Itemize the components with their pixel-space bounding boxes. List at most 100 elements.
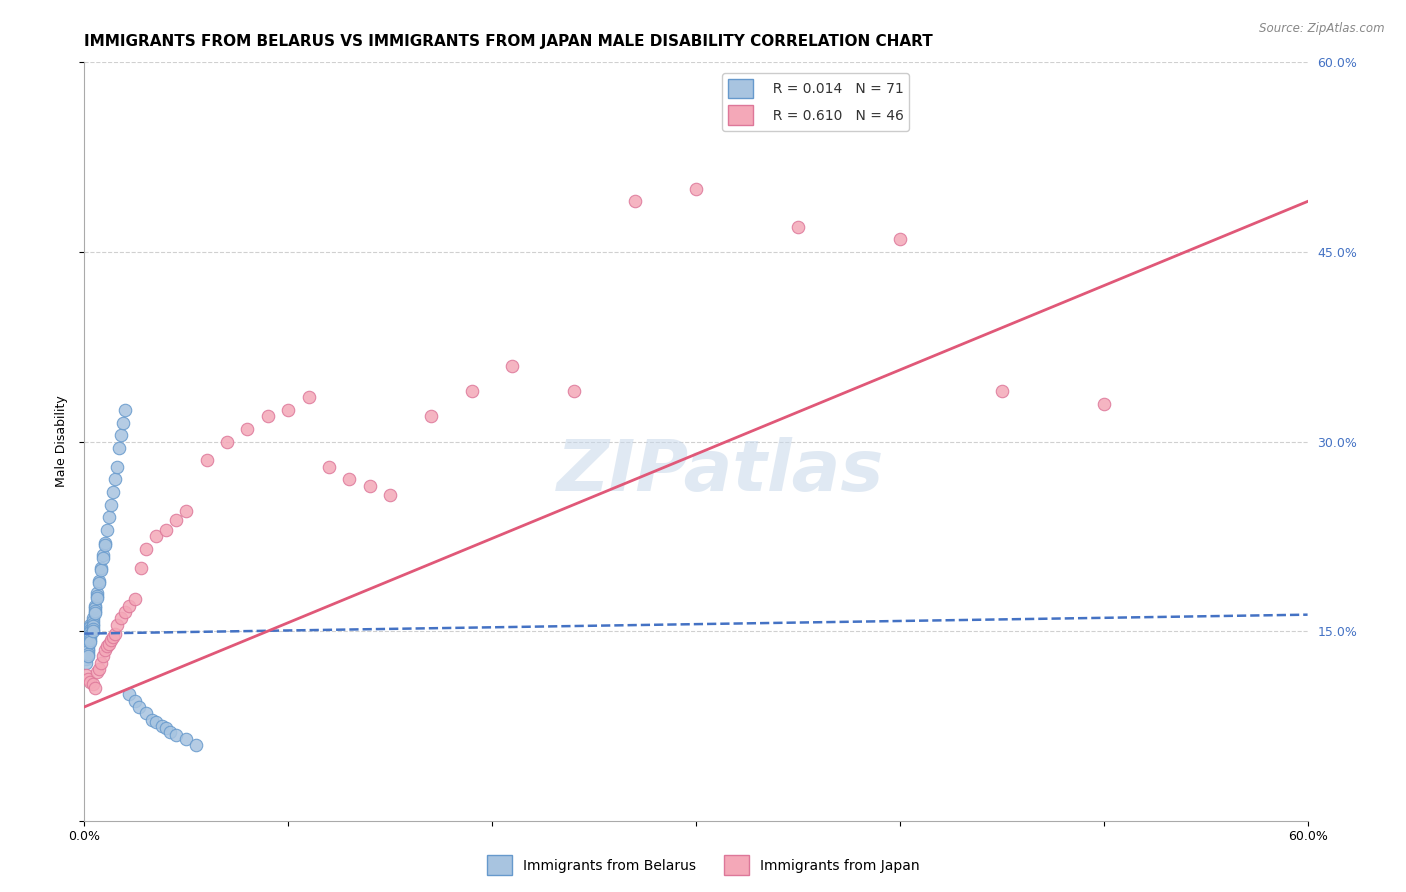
- Point: [787, 219, 810, 234]
- Point: [90, 564, 112, 578]
- Point: [100, 632, 122, 647]
- Point: [93, 538, 115, 552]
- Point: [79, 628, 101, 642]
- Point: [93, 535, 115, 549]
- Point: [75, 631, 97, 645]
- Point: [82, 616, 104, 631]
- Point: [339, 473, 361, 487]
- Point: [79, 623, 101, 637]
- Point: [257, 409, 280, 424]
- Point: [101, 485, 124, 500]
- Point: [108, 441, 131, 455]
- Point: [174, 731, 197, 746]
- Point: [104, 473, 127, 487]
- Point: [96, 639, 118, 653]
- Point: [77, 649, 100, 664]
- Point: [75, 668, 97, 682]
- Point: [186, 738, 208, 752]
- Point: [83, 604, 105, 618]
- Point: [77, 644, 100, 658]
- Point: [118, 599, 141, 613]
- Point: [131, 561, 153, 575]
- Point: [104, 626, 127, 640]
- Point: [91, 550, 114, 565]
- Point: [124, 592, 146, 607]
- Point: [1092, 396, 1115, 410]
- Point: [165, 728, 187, 742]
- Legend: Immigrants from Belarus, Immigrants from Japan: Immigrants from Belarus, Immigrants from…: [481, 850, 925, 880]
- Point: [77, 637, 100, 651]
- Point: [991, 384, 1014, 398]
- Point: [82, 624, 104, 639]
- Point: [75, 638, 97, 652]
- Point: [174, 504, 197, 518]
- Point: [86, 665, 108, 679]
- Point: [96, 523, 118, 537]
- Point: [77, 626, 100, 640]
- Point: [420, 409, 443, 424]
- Point: [75, 646, 97, 660]
- Point: [79, 620, 101, 634]
- Point: [100, 498, 122, 512]
- Point: [82, 622, 104, 636]
- Legend:   R = 0.014   N = 71,   R = 0.610   N = 46: R = 0.014 N = 71, R = 0.610 N = 46: [723, 73, 910, 130]
- Point: [159, 725, 181, 739]
- Point: [82, 611, 104, 625]
- Point: [112, 416, 135, 430]
- Point: [87, 574, 110, 588]
- Point: [87, 576, 110, 591]
- Text: Source: ZipAtlas.com: Source: ZipAtlas.com: [1260, 22, 1385, 36]
- Point: [83, 681, 105, 695]
- Point: [97, 510, 120, 524]
- Point: [110, 611, 132, 625]
- Point: [86, 591, 108, 606]
- Point: [114, 403, 136, 417]
- Point: [105, 459, 128, 474]
- Point: [77, 641, 100, 656]
- Point: [277, 403, 299, 417]
- Point: [165, 513, 187, 527]
- Point: [75, 640, 97, 655]
- Point: [145, 715, 167, 730]
- Point: [79, 625, 101, 640]
- Point: [91, 649, 114, 664]
- Point: [110, 428, 132, 442]
- Point: [562, 384, 585, 398]
- Point: [318, 459, 340, 474]
- Point: [77, 632, 100, 646]
- Point: [82, 677, 104, 691]
- Point: [128, 699, 150, 714]
- Point: [298, 390, 321, 404]
- Point: [91, 548, 114, 563]
- Point: [101, 631, 124, 645]
- Point: [97, 637, 120, 651]
- Point: [83, 599, 105, 613]
- Point: [86, 589, 108, 603]
- Point: [79, 635, 101, 649]
- Text: IMMIGRANTS FROM BELARUS VS IMMIGRANTS FROM JAPAN MALE DISABILITY CORRELATION CHA: IMMIGRANTS FROM BELARUS VS IMMIGRANTS FR…: [84, 34, 934, 49]
- Point: [135, 541, 157, 556]
- Point: [83, 607, 105, 621]
- Point: [86, 586, 108, 600]
- Point: [75, 649, 97, 664]
- Point: [236, 422, 259, 436]
- Point: [624, 194, 647, 209]
- Point: [141, 713, 163, 727]
- Point: [77, 629, 100, 643]
- Point: [77, 634, 100, 648]
- Point: [79, 617, 101, 632]
- Point: [502, 359, 524, 373]
- Point: [79, 674, 101, 689]
- Point: [889, 232, 911, 246]
- Point: [77, 639, 100, 653]
- Point: [155, 523, 177, 537]
- Point: [75, 632, 97, 647]
- Point: [359, 479, 381, 493]
- Point: [145, 529, 167, 543]
- Point: [79, 632, 101, 647]
- Point: [87, 662, 110, 676]
- Text: ZIPatlas: ZIPatlas: [557, 437, 884, 507]
- Point: [105, 617, 128, 632]
- Point: [93, 643, 115, 657]
- Point: [75, 652, 97, 666]
